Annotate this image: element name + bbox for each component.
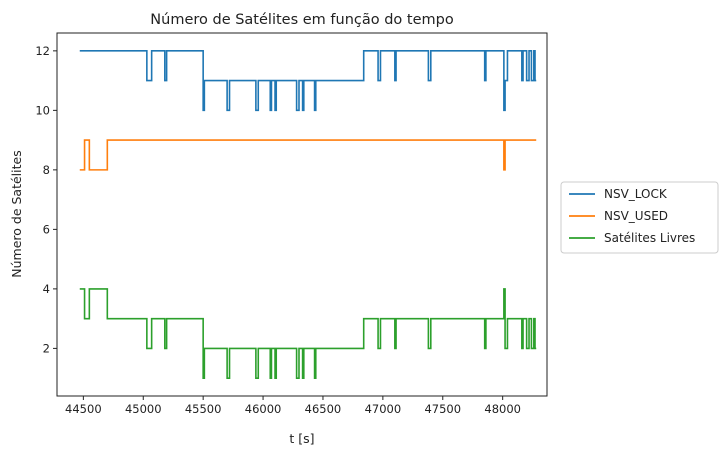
x-tick-label: 45500 bbox=[185, 402, 222, 416]
legend-label: NSV_USED bbox=[604, 209, 668, 223]
legend: NSV_LOCK NSV_USED Satélites Livres bbox=[560, 181, 719, 254]
y-tick-label: 8 bbox=[43, 163, 50, 177]
plot-frame bbox=[56, 32, 548, 397]
series-line-nsv-used bbox=[79, 139, 537, 171]
x-axis-label: t [s] bbox=[289, 431, 314, 446]
y-axis: 2 4 6 8 10 12 bbox=[35, 44, 57, 355]
x-axis: 44500 45000 45500 46000 46500 47000 47500 48000 bbox=[65, 396, 521, 416]
x-tick-label: 44500 bbox=[65, 402, 102, 416]
legend-label: NSV_LOCK bbox=[604, 187, 668, 201]
y-tick-label: 12 bbox=[35, 44, 50, 58]
y-tick-label: 4 bbox=[43, 282, 50, 296]
y-tick-label: 2 bbox=[43, 341, 50, 355]
legend-label: Satélites Livres bbox=[604, 231, 695, 245]
legend-box bbox=[560, 181, 719, 254]
x-tick-label: 47000 bbox=[365, 402, 402, 416]
x-tick-label: 46500 bbox=[305, 402, 342, 416]
y-axis-label: Número de Satélites bbox=[9, 150, 24, 277]
x-tick-label: 48000 bbox=[484, 402, 521, 416]
y-tick-label: 10 bbox=[35, 103, 50, 117]
y-tick-label: 6 bbox=[43, 222, 50, 236]
chart-title: Número de Satélites em função do tempo bbox=[150, 12, 454, 28]
plot-area bbox=[79, 50, 537, 379]
x-tick-label: 47500 bbox=[424, 402, 461, 416]
series-line-sat-lites-livres bbox=[79, 288, 537, 379]
series-line-nsv-lock bbox=[79, 50, 537, 112]
x-tick-label: 46000 bbox=[245, 402, 282, 416]
x-tick-label: 45000 bbox=[125, 402, 162, 416]
